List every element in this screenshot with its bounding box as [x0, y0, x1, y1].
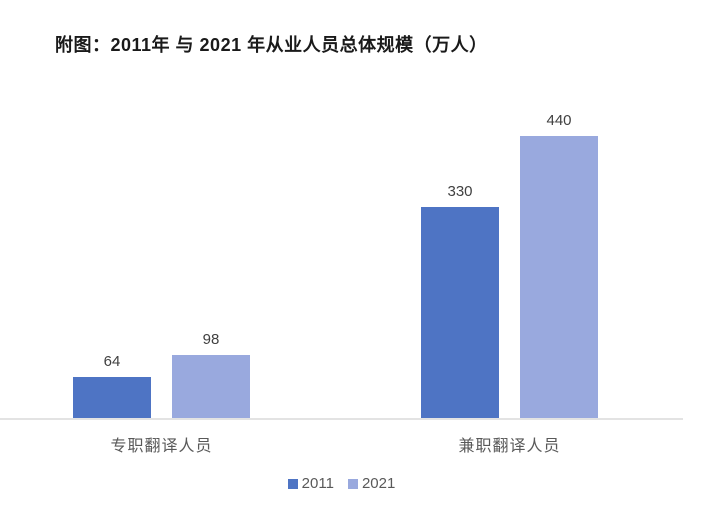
- bar-2011-兼职翻译人员: [421, 207, 499, 418]
- bar-value-label: 98: [202, 331, 220, 348]
- legend-label: 2011: [301, 475, 334, 492]
- legend: 2011 2021: [0, 475, 683, 492]
- legend-item-2021: 2021: [347, 475, 396, 492]
- legend-swatch-icon: [287, 478, 298, 489]
- legend-item-2011: 2011: [287, 475, 334, 492]
- legend-label: 2021: [361, 475, 396, 492]
- bar-value-label: 64: [103, 353, 121, 370]
- bar-2021-专职翻译人员: [172, 355, 250, 418]
- bar-value-label: 440: [546, 112, 572, 129]
- plot-area: 64 98 330 440: [0, 85, 683, 420]
- legend-swatch-icon: [347, 478, 358, 489]
- x-axis-labels: 专职翻译人员 兼职翻译人员: [0, 432, 683, 455]
- bar-value-label: 330: [447, 183, 473, 200]
- bar-2011-专职翻译人员: [73, 377, 151, 418]
- category-label-兼职翻译人员: 兼职翻译人员: [458, 438, 561, 455]
- category-label-专职翻译人员: 专职翻译人员: [110, 438, 213, 455]
- bar-2021-兼职翻译人员: [520, 136, 598, 418]
- chart-title: 附图：2011年 与 2021 年从业人员总体规模（万人）: [55, 35, 488, 55]
